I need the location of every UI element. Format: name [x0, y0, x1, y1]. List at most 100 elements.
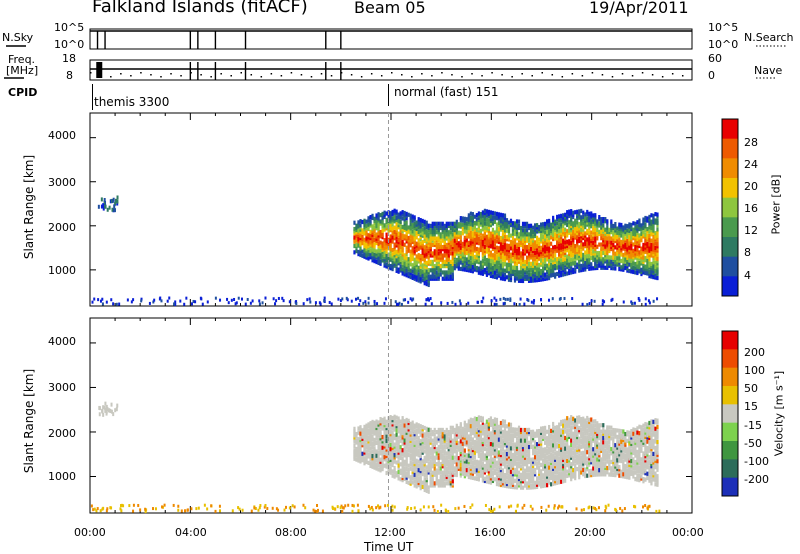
velocity-cell-1212: [477, 451, 480, 456]
power-cell-1228: [481, 227, 485, 232]
power-cell-3012: [656, 218, 659, 224]
power-cell-2157: [570, 270, 573, 275]
power-cell-1789: [533, 242, 537, 247]
power-cell-1819: [535, 223, 539, 228]
power-cell-2253: [578, 255, 581, 260]
power-cell-762: [435, 244, 438, 250]
velocity-cell-1044: [461, 458, 464, 464]
velocity-cell-346: [393, 453, 396, 458]
velocity-cell-1246: [479, 430, 482, 436]
power-cell-1479: [503, 243, 507, 248]
power-cell-2320: [584, 237, 587, 242]
power-cell-2779: [636, 264, 639, 269]
power-cell-803: [439, 240, 442, 245]
velocity-cell-788: [433, 432, 436, 437]
power-cell-714: [431, 270, 434, 275]
power-cell-945: [453, 228, 456, 233]
power-cell-1915: [546, 244, 549, 249]
power-cell-2442: [596, 236, 599, 241]
velocity-cell-1141: [471, 469, 474, 474]
velocity-cell-1052: [461, 435, 464, 440]
velocity-cell-336: [391, 420, 394, 425]
velocity-cell-504: [407, 423, 410, 428]
power-cell-135: [373, 237, 376, 243]
power-cell-352: [397, 246, 400, 251]
velocity-cell-186: [377, 443, 380, 449]
power-cell-1346: [491, 221, 495, 226]
power-cell-2990: [656, 267, 659, 272]
power-cell-1022: [463, 256, 466, 262]
freq-dot-24: [330, 75, 333, 77]
freq-label-line2: [MHz]: [6, 64, 39, 77]
power-cell-432: [405, 266, 408, 272]
power-cell-2271: [580, 263, 583, 269]
power-cell-2576: [612, 242, 615, 248]
power-cell-516: [413, 263, 416, 269]
power-cell-1507: [505, 224, 509, 229]
velocity-cell-852: [441, 464, 444, 469]
power-cell-2841: [642, 257, 645, 262]
velocity-cell-1063: [463, 459, 466, 464]
power-cell-367: [399, 266, 402, 271]
power-cell-1195: [479, 264, 482, 270]
power-cell-1612: [515, 227, 519, 233]
velocity-cell-604: [417, 476, 420, 481]
velocity-cell-176: [375, 419, 378, 424]
velocity-cell-529: [411, 476, 414, 481]
velocity-cell-410: [399, 423, 402, 428]
velocity-cell-1473: [499, 444, 503, 449]
power-cell-2094: [564, 269, 567, 275]
power-cell-324: [395, 266, 398, 271]
velocity-cell-1263: [481, 450, 485, 455]
velocity-cell-407: [399, 432, 402, 437]
power-cell-149: [375, 238, 378, 243]
velocity-cell-1493: [501, 446, 505, 452]
power-cell-649: [425, 277, 428, 282]
power-cell-2383: [590, 238, 593, 244]
power-cell-275: [389, 234, 392, 239]
power-cell-2165: [570, 249, 573, 254]
power-cell-1823: [537, 271, 541, 276]
power-cell-1727: [527, 244, 531, 250]
power-cell-1808: [535, 254, 539, 260]
velocity-cell-466: [405, 462, 408, 467]
power-cell-731: [431, 221, 434, 226]
power-cell-2199: [572, 229, 575, 234]
power-cell-420: [403, 227, 406, 233]
velocity-cell-352: [393, 436, 396, 441]
power-cell-2142: [568, 256, 571, 261]
power-cell-1279: [487, 271, 491, 276]
velocity-cell-400: [399, 455, 402, 460]
power-cell-1539: [509, 265, 513, 270]
power-cell-847: [443, 223, 446, 229]
power-cell-1281: [487, 264, 491, 270]
power-cell-336: [395, 230, 398, 235]
power-cell-2890: [646, 235, 649, 240]
power-cell-205: [381, 222, 384, 227]
velocity-cell-1170: [473, 444, 476, 449]
power-cell-1782: [533, 261, 537, 266]
power-cell-1102: [471, 269, 474, 274]
velocity-cell-38: [359, 452, 362, 458]
power-cell-2173: [570, 230, 573, 235]
power-cell-2499: [602, 223, 605, 228]
power-cell-1017: [463, 267, 466, 272]
power-cell-669: [425, 220, 428, 225]
power-cell-751: [435, 276, 438, 281]
power-cell-1421: [499, 263, 503, 268]
velocity-cell-1124: [469, 451, 472, 457]
power-cell-882: [447, 242, 450, 248]
power-cell-188: [379, 232, 382, 237]
power-cell-687: [427, 236, 430, 241]
velocity-cell-533: [411, 467, 414, 472]
velocity-cell-995: [455, 440, 458, 446]
power-cell-624: [423, 278, 426, 284]
velocity-cell-21: [355, 431, 358, 437]
power-cell-228: [385, 264, 388, 269]
power-cell-2751: [632, 242, 635, 247]
power-cell-129: [373, 259, 376, 264]
power-cell-2179: [570, 217, 573, 222]
velocity-cell-1268: [481, 437, 485, 442]
velocity-cell-490: [407, 467, 410, 473]
velocity-cell-1286: [483, 446, 487, 452]
